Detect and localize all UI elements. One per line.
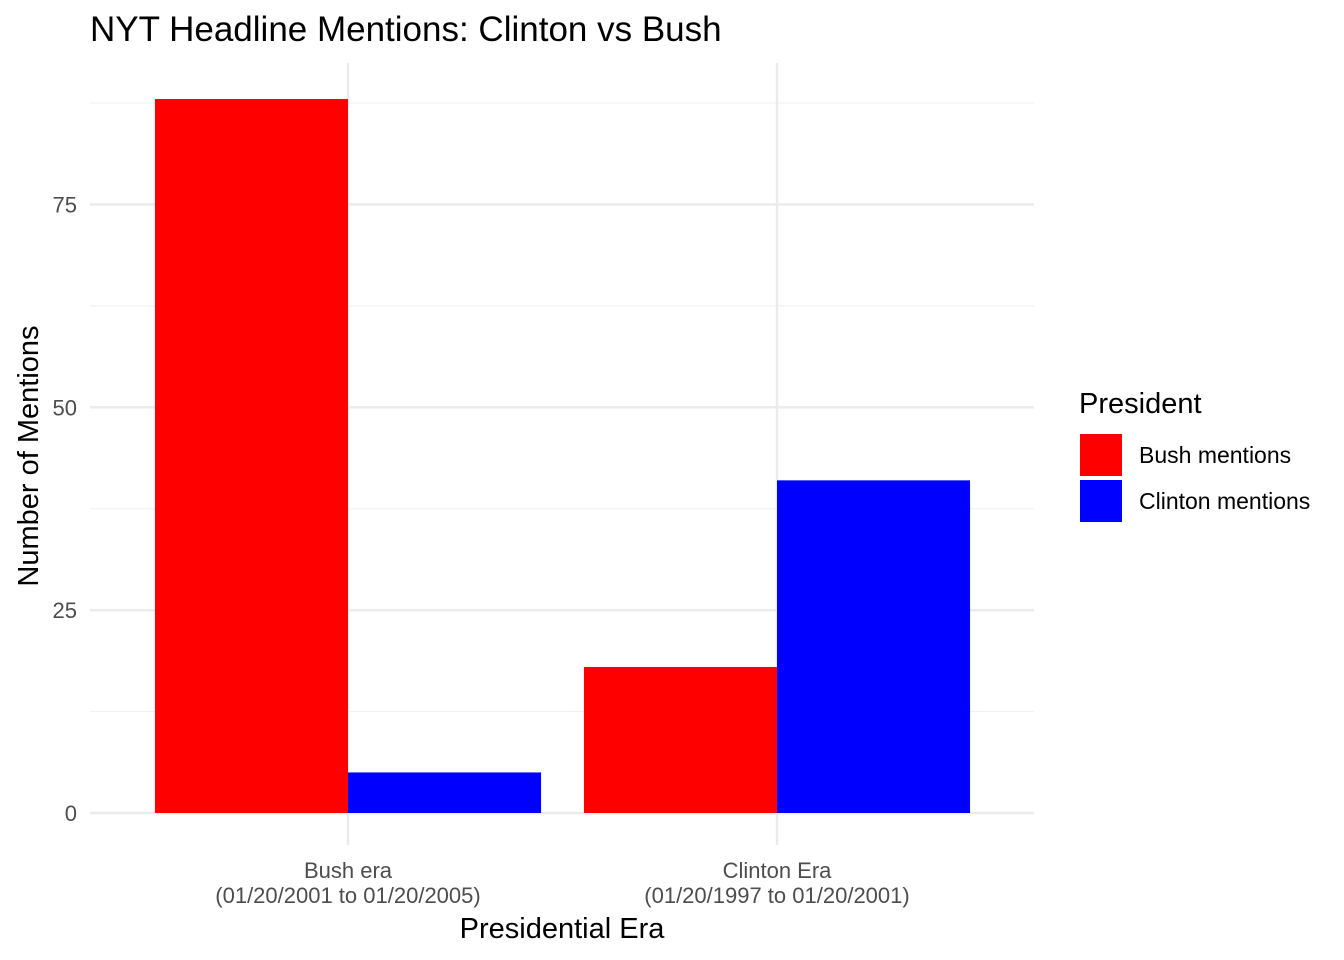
bars (154, 99, 971, 813)
y-axis-ticks: 0 25 50 75 (53, 192, 77, 826)
legend-key-clinton-mentions (1080, 480, 1122, 522)
legend-items: Bush mentions Clinton mentions (1080, 434, 1310, 522)
y-tick-label: 25 (53, 598, 77, 623)
x-tick-label: Clinton Era (01/20/1997 to 01/20/2001) (644, 858, 909, 908)
legend: President Bush mentions Clinton mentions (1079, 388, 1310, 522)
legend-key-bush-mentions (1080, 434, 1122, 476)
chart-title: NYT Headline Mentions: Clinton vs Bush (90, 10, 722, 49)
legend-title: President (1079, 388, 1202, 420)
bar-clinton-mentions-clinton-era (777, 480, 971, 813)
y-tick-label: 50 (53, 395, 77, 420)
x-axis-title: Presidential Era (460, 913, 666, 945)
legend-label-clinton-mentions: Clinton mentions (1139, 488, 1310, 514)
x-axis-ticks: Bush era (01/20/2001 to 01/20/2005) Clinto… (215, 858, 909, 908)
bar-bush-mentions-bush-era (154, 99, 348, 813)
y-tick-label: 0 (65, 801, 77, 826)
bar-bush-mentions-clinton-era (583, 666, 777, 813)
bar-clinton-mentions-bush-era (348, 772, 542, 813)
legend-label-bush-mentions: Bush mentions (1139, 442, 1291, 468)
y-axis-title: Number of Mentions (13, 325, 45, 586)
x-tick-label: Bush era (01/20/2001 to 01/20/2005) (215, 858, 480, 908)
y-tick-label: 75 (53, 192, 77, 217)
